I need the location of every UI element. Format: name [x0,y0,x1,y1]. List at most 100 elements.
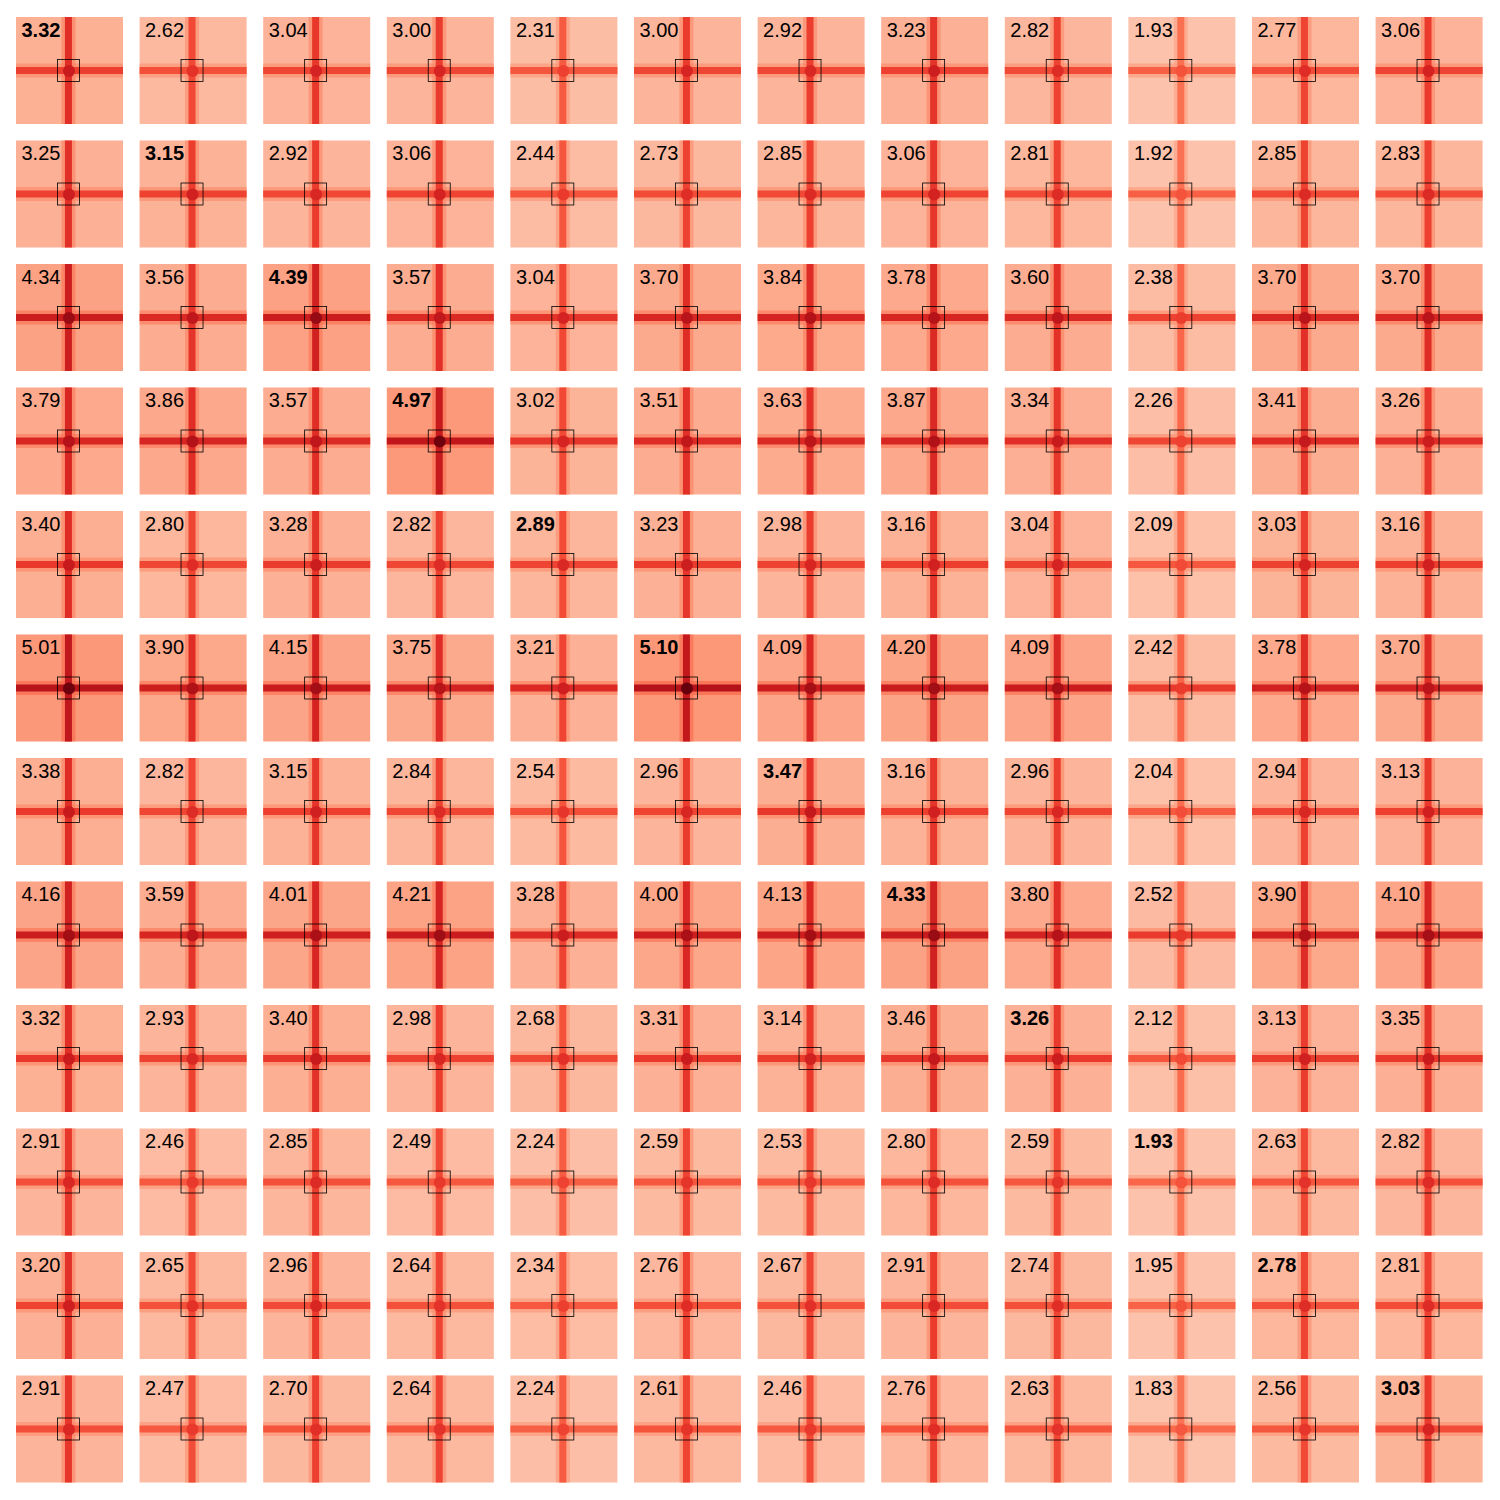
svg-text:3.28: 3.28 [516,883,555,905]
svg-text:4.09: 4.09 [763,636,802,658]
svg-text:3.70: 3.70 [1381,266,1420,288]
svg-text:3.16: 3.16 [887,760,926,782]
svg-text:2.38: 2.38 [1134,266,1173,288]
svg-text:3.04: 3.04 [269,19,308,41]
svg-text:2.47: 2.47 [145,1377,184,1399]
svg-text:4.33: 4.33 [887,883,926,905]
svg-text:2.42: 2.42 [1134,636,1173,658]
svg-text:4.09: 4.09 [1010,636,1049,658]
svg-text:3.14: 3.14 [763,1007,802,1029]
svg-text:2.96: 2.96 [1010,760,1049,782]
svg-text:1.93: 1.93 [1134,1130,1173,1152]
svg-text:2.59: 2.59 [1010,1130,1049,1152]
svg-text:3.84: 3.84 [763,266,802,288]
svg-text:2.83: 2.83 [1381,142,1420,164]
svg-text:4.16: 4.16 [22,883,61,905]
svg-text:2.82: 2.82 [1010,19,1049,41]
svg-text:3.00: 3.00 [392,19,431,41]
svg-text:3.41: 3.41 [1258,389,1297,411]
svg-text:3.35: 3.35 [1381,1007,1420,1029]
svg-text:2.82: 2.82 [145,760,184,782]
svg-text:2.34: 2.34 [516,1254,555,1276]
svg-text:3.13: 3.13 [1381,760,1420,782]
svg-text:4.34: 4.34 [22,266,61,288]
svg-text:2.91: 2.91 [22,1130,61,1152]
svg-text:2.98: 2.98 [763,513,802,535]
svg-text:3.02: 3.02 [516,389,555,411]
svg-text:3.40: 3.40 [22,513,61,535]
svg-text:4.00: 4.00 [640,883,679,905]
svg-text:3.70: 3.70 [1258,266,1297,288]
svg-text:2.65: 2.65 [145,1254,184,1276]
svg-text:3.75: 3.75 [392,636,431,658]
svg-text:2.80: 2.80 [887,1130,926,1152]
svg-text:4.97: 4.97 [392,389,431,411]
svg-text:3.21: 3.21 [516,636,555,658]
svg-text:2.64: 2.64 [392,1377,431,1399]
svg-text:2.56: 2.56 [1258,1377,1297,1399]
svg-text:5.01: 5.01 [22,636,61,658]
svg-text:3.32: 3.32 [22,1007,61,1029]
svg-text:3.15: 3.15 [269,760,308,782]
svg-text:2.85: 2.85 [1258,142,1297,164]
svg-text:3.26: 3.26 [1381,389,1420,411]
svg-text:3.86: 3.86 [145,389,184,411]
svg-text:2.93: 2.93 [145,1007,184,1029]
svg-text:3.20: 3.20 [22,1254,61,1276]
svg-text:3.03: 3.03 [1381,1377,1420,1399]
svg-text:3.57: 3.57 [269,389,308,411]
svg-text:3.16: 3.16 [1381,513,1420,535]
svg-text:2.96: 2.96 [640,760,679,782]
svg-text:2.92: 2.92 [269,142,308,164]
svg-text:2.76: 2.76 [640,1254,679,1276]
svg-text:3.26: 3.26 [1010,1007,1049,1029]
svg-text:2.53: 2.53 [763,1130,802,1152]
svg-text:1.93: 1.93 [1134,19,1173,41]
svg-text:2.85: 2.85 [763,142,802,164]
svg-text:2.59: 2.59 [640,1130,679,1152]
svg-text:1.92: 1.92 [1134,142,1173,164]
svg-text:4.01: 4.01 [269,883,308,905]
svg-text:2.63: 2.63 [1010,1377,1049,1399]
svg-text:2.44: 2.44 [516,142,555,164]
svg-text:2.04: 2.04 [1134,760,1173,782]
svg-text:3.87: 3.87 [887,389,926,411]
svg-text:3.04: 3.04 [516,266,555,288]
svg-text:4.20: 4.20 [887,636,926,658]
svg-text:5.10: 5.10 [640,636,679,658]
svg-text:4.13: 4.13 [763,883,802,905]
svg-text:2.85: 2.85 [269,1130,308,1152]
svg-text:2.67: 2.67 [763,1254,802,1276]
svg-text:2.77: 2.77 [1258,19,1297,41]
svg-text:2.12: 2.12 [1134,1007,1173,1029]
svg-text:3.23: 3.23 [887,19,926,41]
svg-text:3.32: 3.32 [22,19,61,41]
svg-text:3.46: 3.46 [887,1007,926,1029]
svg-text:2.73: 2.73 [640,142,679,164]
svg-text:2.09: 2.09 [1134,513,1173,535]
svg-text:2.31: 2.31 [516,19,555,41]
svg-text:2.46: 2.46 [763,1377,802,1399]
svg-text:2.92: 2.92 [763,19,802,41]
svg-text:3.63: 3.63 [763,389,802,411]
svg-text:2.98: 2.98 [392,1007,431,1029]
svg-text:3.59: 3.59 [145,883,184,905]
svg-text:2.46: 2.46 [145,1130,184,1152]
svg-text:3.78: 3.78 [1258,636,1297,658]
svg-text:2.24: 2.24 [516,1377,555,1399]
svg-text:2.26: 2.26 [1134,389,1173,411]
svg-text:2.68: 2.68 [516,1007,555,1029]
svg-text:3.70: 3.70 [640,266,679,288]
svg-text:3.06: 3.06 [887,142,926,164]
svg-text:3.34: 3.34 [1010,389,1049,411]
svg-text:1.83: 1.83 [1134,1377,1173,1399]
svg-text:2.91: 2.91 [22,1377,61,1399]
svg-text:2.96: 2.96 [269,1254,308,1276]
svg-text:3.16: 3.16 [887,513,926,535]
svg-text:3.90: 3.90 [1258,883,1297,905]
svg-text:2.81: 2.81 [1010,142,1049,164]
svg-text:2.63: 2.63 [1258,1130,1297,1152]
svg-text:2.49: 2.49 [392,1130,431,1152]
svg-text:3.40: 3.40 [269,1007,308,1029]
svg-text:2.82: 2.82 [392,513,431,535]
